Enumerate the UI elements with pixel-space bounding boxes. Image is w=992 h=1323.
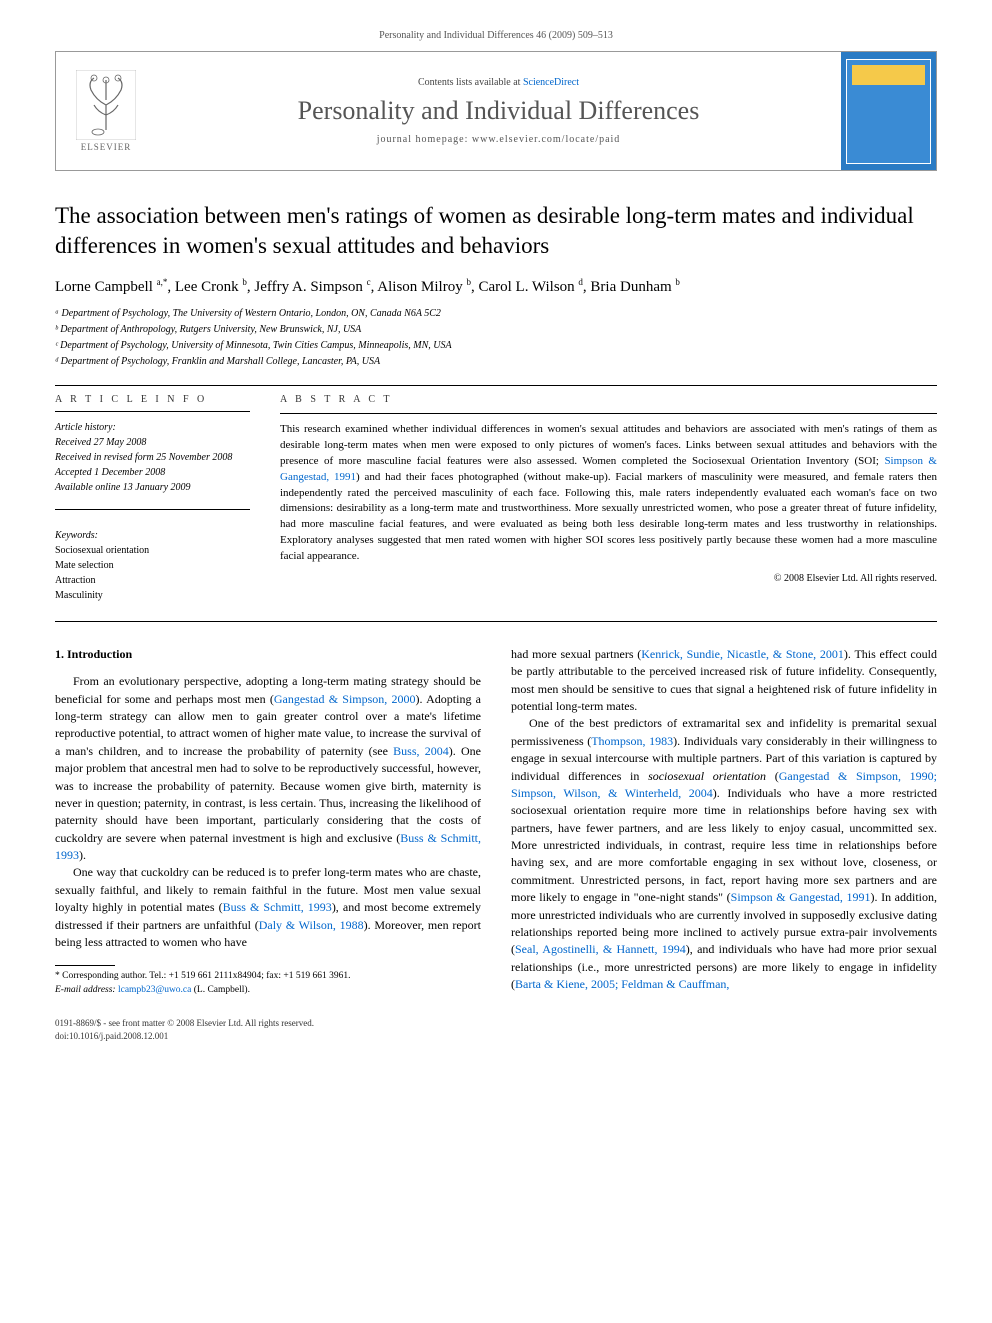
divider [55,385,937,386]
affiliation-d: ᵈ Department of Psychology, Franklin and… [55,354,937,369]
history-label: Article history: [55,420,250,435]
footer-issn: 0191-8869/$ - see front matter © 2008 El… [55,1017,937,1030]
journal-cover-thumb [846,59,931,164]
copyright-line: © 2008 Elsevier Ltd. All rights reserved… [280,573,937,584]
journal-homepage-line: journal homepage: www.elsevier.com/locat… [377,134,621,145]
affiliation-b: ᵇ Department of Anthropology, Rutgers Un… [55,322,937,337]
footnote-email[interactable]: lcampb23@uwo.ca [118,985,191,995]
section-1-heading: 1. Introduction [55,646,481,663]
abstract-heading: A B S T R A C T [280,394,937,405]
history-received: Received 27 May 2008 [55,435,250,450]
contents-available-line: Contents lists available at ScienceDirec… [418,77,579,88]
footnote-rule [55,965,115,966]
article-body: 1. Introduction From an evolutionary per… [55,646,937,997]
body-para-4: One of the best predictors of extramarit… [511,715,937,993]
article-history: Article history: Received 27 May 2008 Re… [55,420,250,495]
affiliation-c: ᶜ Department of Psychology, University o… [55,338,937,353]
body-para-2: One way that cuckoldry can be reduced is… [55,864,481,951]
footnote-corr: * Corresponding author. Tel.: +1 519 661… [55,970,481,983]
body-para-3: had more sexual partners (Kenrick, Sundi… [511,646,937,716]
keyword-2: Attraction [55,573,250,588]
history-revised: Received in revised form 25 November 200… [55,450,250,465]
article-info-column: A R T I C L E I N F O Article history: R… [55,394,250,603]
page-footer: 0191-8869/$ - see front matter © 2008 El… [55,1017,937,1042]
affiliations: ᵃ Department of Psychology, The Universi… [55,306,937,369]
divider [55,621,937,622]
keyword-1: Mate selection [55,558,250,573]
abstract-column: A B S T R A C T This research examined w… [280,394,937,603]
author-list: Lorne Campbell a,*, Lee Cronk b, Jeffry … [55,277,937,296]
journal-name: Personality and Individual Differences [298,96,700,126]
journal-cover-thumb-wrap [841,52,936,170]
history-online: Available online 13 January 2009 [55,480,250,495]
affiliation-a: ᵃ Department of Psychology, The Universi… [55,306,937,321]
publisher-logo-block: ELSEVIER [56,52,156,170]
contents-prefix: Contents lists available at [418,77,523,88]
publisher-name: ELSEVIER [81,142,132,152]
article-title: The association between men's ratings of… [55,201,937,261]
history-accepted: Accepted 1 December 2008 [55,465,250,480]
homepage-prefix: journal homepage: [377,134,472,145]
footnote-email-suffix: (L. Campbell). [194,985,250,995]
abstract-text: This research examined whether individua… [280,422,937,565]
corresponding-author-footnote: * Corresponding author. Tel.: +1 519 661… [55,970,481,997]
running-head: Personality and Individual Differences 4… [55,30,937,41]
keyword-3: Masculinity [55,588,250,603]
masthead: ELSEVIER Contents lists available at Sci… [55,51,937,171]
sciencedirect-link[interactable]: ScienceDirect [523,77,579,88]
body-para-1: From an evolutionary perspective, adopti… [55,673,481,864]
footer-doi: doi:10.1016/j.paid.2008.12.001 [55,1030,937,1043]
homepage-url: www.elsevier.com/locate/paid [472,134,620,145]
keyword-0: Sociosexual orientation [55,543,250,558]
masthead-center: Contents lists available at ScienceDirec… [156,52,841,170]
footnote-email-label: E-mail address: [55,985,116,995]
keywords-block: Keywords: Sociosexual orientation Mate s… [55,528,250,603]
keywords-label: Keywords: [55,528,250,543]
elsevier-tree-icon [76,70,136,140]
article-info-heading: A R T I C L E I N F O [55,394,250,405]
